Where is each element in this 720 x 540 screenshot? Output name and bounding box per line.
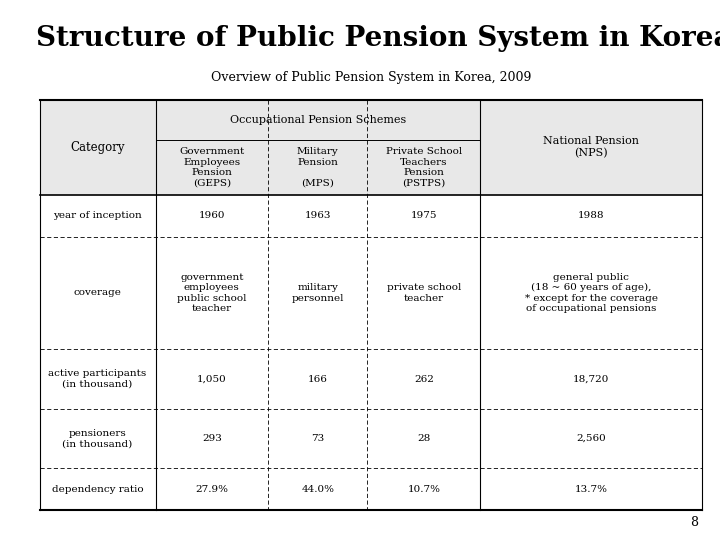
Text: coverage: coverage bbox=[73, 288, 122, 298]
Text: year of inception: year of inception bbox=[53, 211, 142, 220]
Text: 1963: 1963 bbox=[305, 211, 331, 220]
Text: 13.7%: 13.7% bbox=[575, 485, 608, 494]
Text: 293: 293 bbox=[202, 434, 222, 443]
Text: 262: 262 bbox=[414, 375, 433, 383]
Text: Government
Employees
Pension
(GEPS): Government Employees Pension (GEPS) bbox=[179, 147, 245, 187]
Text: 44.0%: 44.0% bbox=[301, 485, 334, 494]
Text: active participants
(in thousand): active participants (in thousand) bbox=[48, 369, 147, 389]
Text: National Pension
(NPS): National Pension (NPS) bbox=[543, 137, 639, 158]
Text: pensioners
(in thousand): pensioners (in thousand) bbox=[63, 429, 132, 448]
Text: military
personnel: military personnel bbox=[292, 284, 344, 302]
Text: 73: 73 bbox=[311, 434, 325, 443]
Text: Military
Pension

(MPS): Military Pension (MPS) bbox=[297, 147, 338, 187]
Text: general public
(18 ~ 60 years of age),
* except for the coverage
of occupational: general public (18 ~ 60 years of age), *… bbox=[525, 273, 657, 313]
Text: government
employees
public school
teacher: government employees public school teach… bbox=[177, 273, 246, 313]
Text: Occupational Pension Schemes: Occupational Pension Schemes bbox=[230, 115, 406, 125]
Text: 1960: 1960 bbox=[199, 211, 225, 220]
Text: 28: 28 bbox=[417, 434, 431, 443]
Text: Structure of Public Pension System in Korea (2): Structure of Public Pension System in Ko… bbox=[36, 24, 720, 52]
Bar bbox=[40, 100, 702, 195]
Text: 166: 166 bbox=[308, 375, 328, 383]
Text: Category: Category bbox=[71, 141, 125, 154]
Text: 1,050: 1,050 bbox=[197, 375, 227, 383]
Text: 27.9%: 27.9% bbox=[195, 485, 228, 494]
Text: 8: 8 bbox=[690, 516, 698, 529]
Text: 1988: 1988 bbox=[577, 211, 604, 220]
Text: Overview of Public Pension System in Korea, 2009: Overview of Public Pension System in Kor… bbox=[211, 71, 531, 84]
Text: 2,560: 2,560 bbox=[576, 434, 606, 443]
Text: private school
teacher: private school teacher bbox=[387, 284, 461, 302]
Text: dependency ratio: dependency ratio bbox=[52, 485, 143, 494]
Text: 10.7%: 10.7% bbox=[408, 485, 441, 494]
Text: 1975: 1975 bbox=[410, 211, 437, 220]
Text: Private School
Teachers
Pension
(PSTPS): Private School Teachers Pension (PSTPS) bbox=[386, 147, 462, 187]
Text: 18,720: 18,720 bbox=[573, 375, 609, 383]
